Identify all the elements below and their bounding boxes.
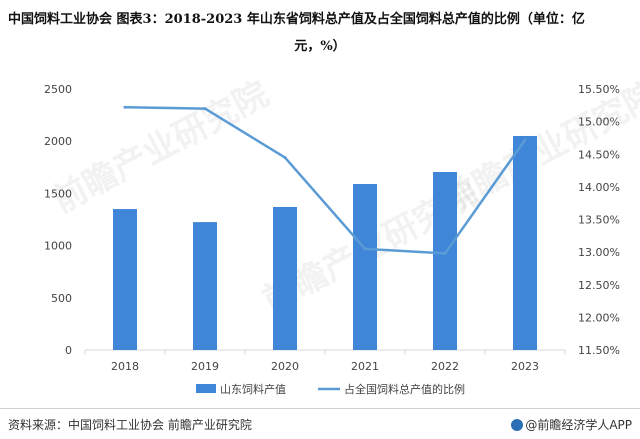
ratio-point — [443, 251, 447, 255]
source-note: 资料来源：中国饲料工业协会 前瞻产业研究院 — [8, 418, 252, 432]
y-left-tick-label: 2500 — [44, 83, 72, 96]
y-right-tick-label: 13.50% — [578, 214, 620, 227]
legend-label-line: 占全国饲料总产值的比例 — [344, 382, 465, 396]
ratio-point — [123, 105, 127, 109]
y-right-tick-label: 13.00% — [578, 246, 620, 259]
x-tick-label: 2022 — [431, 360, 459, 373]
y-right-tick-label: 11.50% — [578, 344, 620, 357]
x-tick-label: 2020 — [271, 360, 299, 373]
legend-label-bar: 山东饲料产值 — [220, 382, 286, 396]
chart-title-line1: 中国饲料工业协会 图表3：2018-2023 年山东省饲料总产值及占全国饲料总产… — [8, 12, 585, 27]
ratio-point — [523, 138, 527, 142]
y-left-tick-label: 0 — [65, 344, 72, 357]
x-tick-label: 2021 — [351, 360, 379, 373]
ratio-point — [363, 247, 367, 251]
legend-swatch-bar — [196, 384, 216, 393]
bar — [193, 222, 217, 350]
y-right-tick-label: 12.00% — [578, 311, 620, 324]
app-logo-icon — [511, 419, 524, 431]
x-tick-label: 2018 — [111, 360, 139, 373]
y-right-tick-label: 12.50% — [578, 279, 620, 292]
footer: 资料来源：中国饲料工业协会 前瞻产业研究院 @前瞻经济学人APP — [0, 408, 640, 439]
chart-title-line2: 元，%） — [294, 39, 346, 54]
ratio-line — [124, 106, 527, 255]
ratio-point — [203, 107, 207, 111]
y-left-tick-label: 2000 — [44, 135, 72, 148]
bar — [273, 206, 297, 350]
app-credit: @前瞻经济学人APP — [511, 416, 632, 433]
y-right-tick-label: 14.00% — [578, 181, 620, 194]
app-credit-text: @前瞻经济学人APP — [525, 418, 632, 432]
x-tick-label: 2019 — [191, 360, 219, 373]
y-left-tick-label: 1500 — [44, 187, 72, 200]
y-right-tick-label: 15.50% — [578, 83, 620, 96]
ratio-point — [283, 156, 287, 160]
combo-chart: 0 500 1000 1500 2000 2500 11.50% 12.00% 12.50% 13… — [44, 83, 620, 396]
y-left-tick-label: 500 — [51, 292, 72, 305]
y-left-tick-label: 1000 — [44, 240, 72, 253]
bar — [433, 171, 457, 350]
x-tick-label: 2023 — [511, 360, 539, 373]
y-right-tick-label: 14.50% — [578, 148, 620, 161]
bar — [353, 184, 377, 350]
bar — [113, 209, 137, 350]
chart-title: 中国饲料工业协会 图表3：2018-2023 年山东省饲料总产值及占全国饲料总产… — [8, 6, 632, 60]
y-right-tick-label: 15.00% — [578, 116, 620, 129]
bar — [513, 135, 537, 350]
